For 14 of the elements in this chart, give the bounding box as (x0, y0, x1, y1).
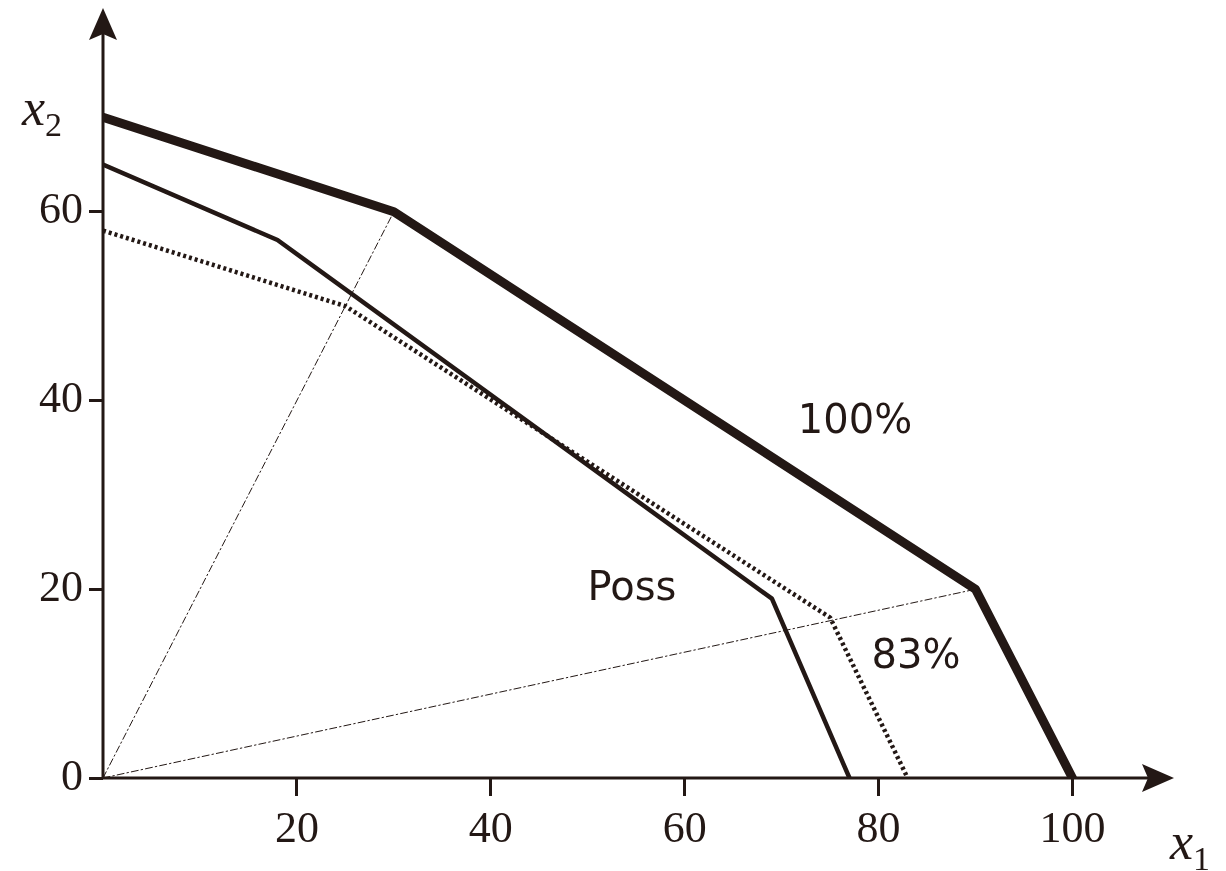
y-tick-label: 40 (39, 373, 83, 423)
x-tick-label: 80 (856, 802, 901, 852)
annotation: 100% (797, 396, 913, 443)
y-tick-label: 60 (39, 184, 83, 234)
annotation: 83% (871, 631, 961, 678)
x-tick-label: 20 (274, 802, 319, 852)
y-tick-label: 20 (39, 561, 83, 611)
x-tick-label: 60 (662, 802, 707, 852)
x-tick-label: 100 (1039, 802, 1106, 852)
y-axis-title: x$_{2}$ (22, 79, 63, 144)
y-tick-label: 0 (61, 750, 83, 800)
x-tick-label: 40 (468, 802, 513, 852)
x-axis-title: x$_{1}$ (1170, 813, 1211, 871)
annotation: Poss (587, 563, 677, 610)
